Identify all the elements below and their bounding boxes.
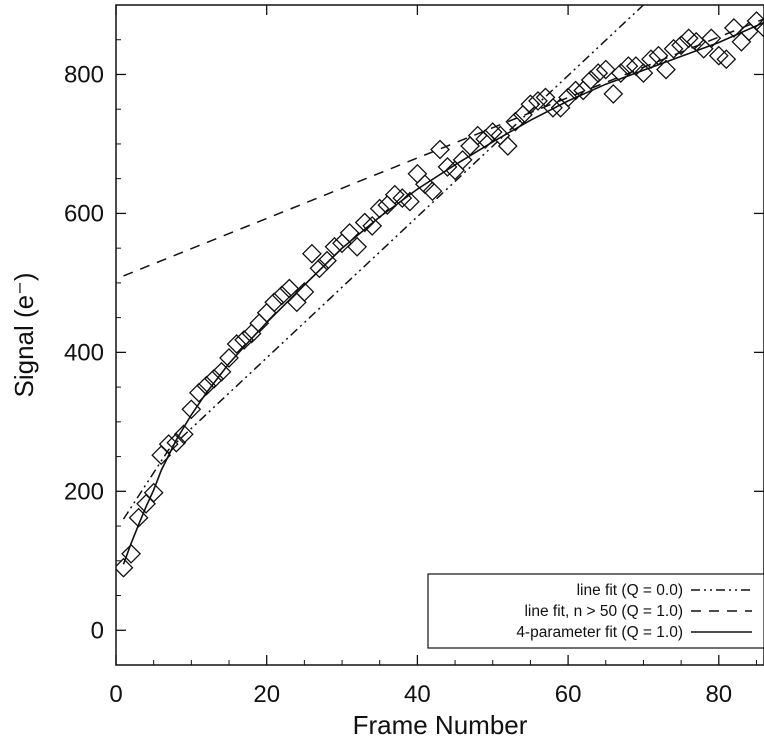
- data-point: [558, 87, 579, 108]
- data-point: [204, 368, 224, 389]
- data-point: [610, 63, 631, 84]
- y-tick-label: 0: [91, 617, 104, 644]
- data-point: [497, 136, 518, 156]
- data-point: [595, 59, 616, 80]
- data-point: [430, 139, 450, 160]
- x-axis-title: Frame Number: [353, 710, 528, 740]
- data-point: [181, 399, 202, 420]
- data-point: [188, 382, 209, 403]
- data-point: [347, 236, 368, 257]
- data-point: [701, 28, 722, 49]
- data-point: [467, 125, 488, 146]
- data-point: [580, 70, 601, 90]
- data-point: [294, 281, 315, 302]
- data-point: [437, 156, 458, 177]
- data-point: [264, 292, 285, 313]
- legend: line fit (Q = 0.0) line fit, n > 50 (Q = …: [427, 573, 764, 649]
- plot-frame: [115, 4, 764, 666]
- fit-line-dash-dot-dot: [122, 5, 644, 520]
- data-point: [339, 222, 360, 243]
- data-point: [211, 361, 232, 382]
- data-point: [520, 94, 541, 115]
- data-point: [309, 258, 330, 279]
- y-tick-label: 200: [64, 478, 104, 505]
- data-point: [663, 38, 684, 59]
- x-tick-label: 80: [705, 681, 732, 708]
- data-point: [166, 432, 187, 453]
- legend-box: [427, 573, 764, 649]
- data-point: [603, 83, 624, 104]
- data-point: [369, 198, 390, 219]
- x-tick-label: 20: [253, 681, 280, 708]
- data-point: [723, 17, 744, 38]
- data-point: [173, 424, 194, 445]
- y-tick-label: 600: [64, 200, 104, 227]
- data-point: [301, 243, 322, 264]
- y-axis-title: Signal (e⁻): [9, 273, 39, 398]
- x-tick-label: 0: [109, 681, 122, 708]
- data-point: [317, 250, 337, 271]
- y-tick-label: 800: [64, 61, 104, 88]
- data-point: [399, 191, 420, 212]
- legend-label: line fit, n > 50 (Q = 1.0): [524, 603, 683, 620]
- data-point: [219, 347, 239, 368]
- data-point: [354, 212, 375, 233]
- data-point: [226, 334, 247, 354]
- data-point: [384, 184, 405, 205]
- x-tick-label: 40: [404, 681, 431, 708]
- data-point: [324, 236, 345, 257]
- data-point: [256, 302, 277, 323]
- data-point: [565, 80, 586, 101]
- legend-label: 4-parameter fit (Q = 1.0): [516, 624, 683, 641]
- data-point: [241, 323, 262, 344]
- data-point: [279, 278, 300, 299]
- data-point: [708, 45, 729, 66]
- data-point: [362, 215, 383, 236]
- data-point: [271, 285, 292, 306]
- data-point: [716, 49, 737, 70]
- data-point: [656, 59, 676, 80]
- data-point: [678, 28, 699, 49]
- data-point: [641, 49, 661, 70]
- plot-marks: [116, 5, 764, 578]
- data-point: [158, 434, 179, 455]
- data-point: [543, 97, 563, 118]
- legend-label: line fit (Q = 0.0): [577, 582, 683, 599]
- data-point: [633, 63, 654, 84]
- data-point: [116, 557, 134, 578]
- data-point: [422, 181, 443, 202]
- data-point: [648, 45, 669, 66]
- data-point: [234, 329, 255, 350]
- data-point: [528, 90, 548, 111]
- data-point: [452, 149, 473, 170]
- data-point: [128, 507, 149, 528]
- data-point: [151, 445, 172, 466]
- data-point: [754, 17, 764, 38]
- data-point: [618, 56, 639, 77]
- data-point: [407, 163, 428, 184]
- data-point: [505, 111, 526, 132]
- fit-line-dashed: [123, 18, 764, 277]
- fit-line-solid: [122, 21, 764, 565]
- data-point: [121, 543, 142, 564]
- data-point: [143, 482, 164, 503]
- data-point: [196, 375, 217, 396]
- data-point: [588, 63, 609, 84]
- x-tick-label: 60: [555, 681, 582, 708]
- y-tick-label: 400: [64, 339, 104, 366]
